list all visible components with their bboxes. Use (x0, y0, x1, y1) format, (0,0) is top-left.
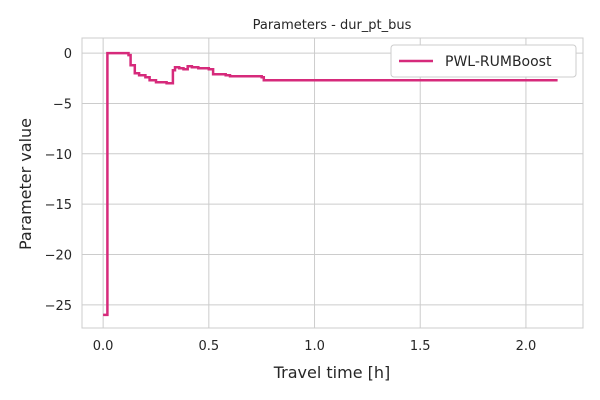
x-tick-label: 0.0 (93, 339, 114, 354)
legend: PWL-RUMBoost (390, 44, 577, 78)
legend-box (390, 44, 577, 78)
x-tick-label: 1.0 (304, 339, 325, 354)
y-axis-label: Parameter value (16, 118, 35, 250)
x-tick-label: 1.5 (410, 339, 431, 354)
series-line-pwl-rumboost (103, 51, 558, 317)
y-axis-ticks: 0 −5 −10 −15 −20 −25 (45, 47, 72, 314)
x-tick-label: 2.0 (516, 339, 537, 354)
legend-entry-label: PWL-RUMBoost (445, 54, 552, 70)
x-axis-ticks: 0.0 0.5 1.0 1.5 2.0 (93, 339, 536, 354)
y-tick-label: −20 (45, 248, 72, 263)
y-tick-label: 0 (64, 47, 72, 62)
series-layer (103, 51, 558, 317)
y-tick-label: −5 (53, 97, 72, 112)
x-tick-label: 0.5 (198, 339, 219, 354)
chart-title: Parameters - dur_pt_bus (253, 18, 412, 33)
y-tick-label: −15 (45, 198, 72, 213)
plot-area (81, 37, 584, 329)
y-tick-label: −10 (45, 148, 72, 163)
x-axis-label: Travel time [h] (273, 363, 391, 382)
y-tick-label: −25 (45, 299, 72, 314)
